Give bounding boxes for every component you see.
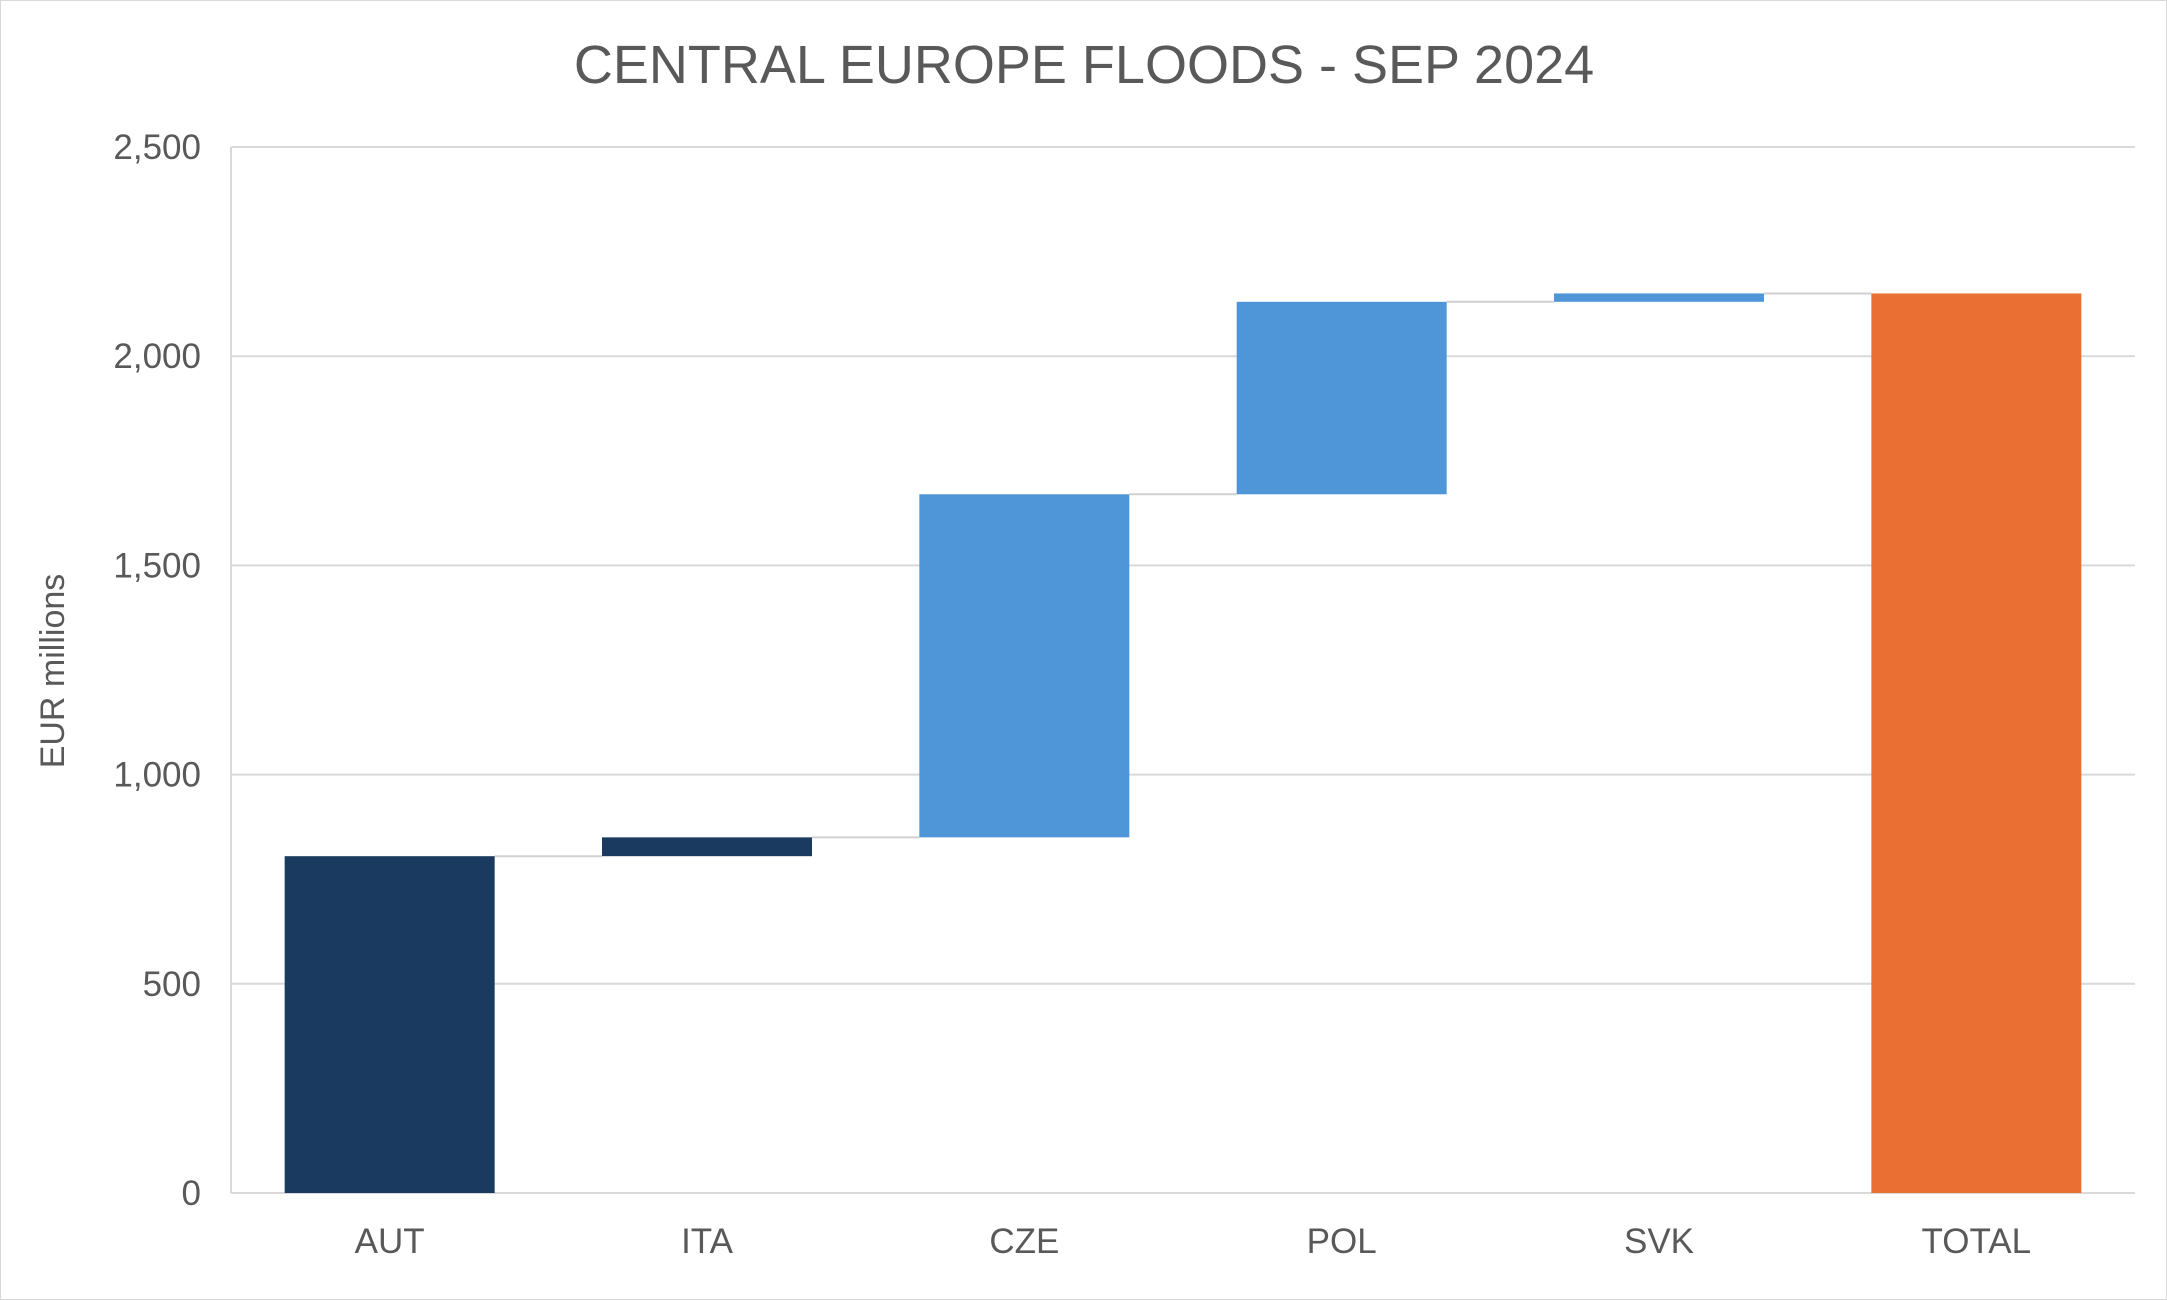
x-tick-label: ITA <box>681 1222 734 1261</box>
y-tick-label: 0 <box>182 1174 201 1213</box>
bars <box>284 293 2082 1193</box>
y-tick-label: 2,500 <box>113 128 201 167</box>
connector-lines <box>494 292 1872 858</box>
y-tick-label: 500 <box>143 965 201 1004</box>
y-tick-label: 1,500 <box>113 546 201 585</box>
bar-cze <box>919 494 1130 838</box>
bar-svk <box>1554 293 1764 302</box>
y-axis-tick-labels: 0 500 1,000 1,500 2,000 2,500 <box>113 128 201 1213</box>
y-tick-label: 1,000 <box>113 756 201 795</box>
y-axis-title: EUR millions <box>34 574 72 769</box>
x-tick-label: TOTAL <box>1922 1222 2032 1261</box>
bar-aut <box>284 856 495 1193</box>
x-tick-label: SVK <box>1624 1222 1694 1261</box>
x-tick-label: POL <box>1307 1222 1377 1261</box>
bar-ita <box>602 837 812 857</box>
bar-total <box>1871 293 2082 1193</box>
chart-title: CENTRAL EUROPE FLOODS - SEP 2024 <box>574 35 1594 95</box>
x-tick-label: AUT <box>355 1222 425 1261</box>
x-axis-tick-labels: AUT ITA CZE POL SVK TOTAL <box>355 1222 2031 1261</box>
bar-pol <box>1236 301 1447 495</box>
gridlines <box>230 146 2135 1194</box>
y-tick-label: 2,000 <box>113 337 201 376</box>
x-tick-label: CZE <box>989 1222 1059 1261</box>
